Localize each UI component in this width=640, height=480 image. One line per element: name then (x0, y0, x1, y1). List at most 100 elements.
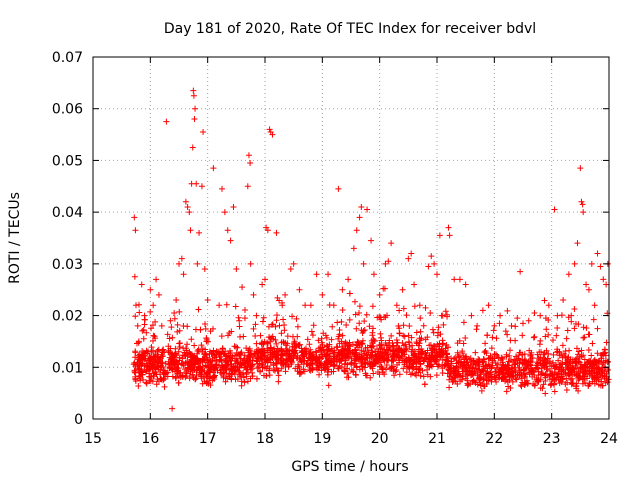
data-point (254, 358, 261, 365)
data-point (198, 342, 205, 349)
data-point (428, 253, 435, 260)
data-point (575, 321, 582, 328)
data-point (409, 370, 416, 377)
data-point (173, 374, 180, 381)
y-tick-label: 0.04 (52, 205, 83, 221)
data-point (308, 360, 315, 367)
data-point (519, 332, 526, 339)
data-point (517, 268, 524, 275)
data-point (383, 362, 390, 369)
data-point (237, 333, 244, 340)
data-point (598, 378, 605, 385)
data-point (236, 323, 243, 330)
data-point (279, 350, 286, 357)
data-point (456, 337, 463, 344)
data-point (278, 365, 285, 372)
data-point (217, 353, 224, 360)
data-point (151, 372, 158, 379)
data-point (297, 356, 304, 363)
data-point (269, 321, 276, 328)
data-point (408, 250, 415, 257)
data-point (535, 378, 542, 385)
data-point (136, 301, 143, 308)
data-point (394, 361, 401, 368)
data-point (581, 334, 588, 341)
data-point (241, 315, 248, 322)
data-point (421, 354, 428, 361)
data-point (287, 266, 294, 273)
data-point (155, 360, 162, 367)
data-point (376, 371, 383, 378)
data-point (135, 354, 142, 361)
data-point (565, 271, 572, 278)
data-point (244, 363, 251, 370)
data-point (598, 369, 605, 376)
data-point (553, 349, 560, 356)
data-point (487, 354, 494, 361)
data-point (232, 303, 239, 310)
data-point (477, 382, 484, 389)
data-point (166, 335, 173, 342)
data-point (318, 335, 325, 342)
data-point (191, 361, 198, 368)
data-point (338, 355, 345, 362)
data-point (413, 329, 420, 336)
data-point (443, 350, 450, 357)
data-point (359, 355, 366, 362)
x-tick-label: 15 (84, 431, 102, 447)
data-point (560, 350, 567, 357)
data-point (551, 388, 558, 395)
data-point (351, 298, 358, 305)
data-point (427, 373, 434, 380)
data-point (412, 370, 419, 377)
data-point (236, 352, 243, 359)
data-point (335, 333, 342, 340)
x-tick-label: 20 (371, 431, 389, 447)
data-point (335, 185, 342, 192)
data-point (583, 375, 590, 382)
data-point (255, 353, 262, 360)
data-point (364, 206, 371, 213)
data-point (417, 360, 424, 367)
data-point (417, 372, 424, 379)
data-point (252, 321, 259, 328)
data-point (283, 342, 290, 349)
data-point (147, 286, 154, 293)
data-point (413, 339, 420, 346)
data-point (150, 347, 157, 354)
data-point (192, 105, 199, 112)
data-point (308, 328, 315, 335)
data-point (335, 365, 342, 372)
data-point (435, 343, 442, 350)
data-point (338, 343, 345, 350)
data-point (244, 357, 251, 364)
data-point (250, 291, 257, 298)
data-point (523, 377, 530, 384)
data-point (408, 348, 415, 355)
data-point (368, 237, 375, 244)
data-point (301, 351, 308, 358)
data-point (211, 353, 218, 360)
data-point (346, 316, 353, 323)
data-point (493, 351, 500, 358)
data-point (147, 378, 154, 385)
data-point (380, 356, 387, 363)
data-point (409, 342, 416, 349)
data-point (540, 381, 547, 388)
data-point (147, 308, 154, 315)
data-point (136, 365, 143, 372)
data-point (411, 281, 418, 288)
data-point (353, 227, 360, 234)
data-point (222, 353, 229, 360)
data-point (470, 377, 477, 384)
data-point (356, 320, 363, 327)
data-point (456, 276, 463, 283)
data-point (391, 372, 398, 379)
data-point (575, 348, 582, 355)
data-point (376, 354, 383, 361)
data-points (130, 87, 612, 412)
data-point (198, 373, 205, 380)
data-point (361, 318, 368, 325)
data-point (483, 377, 490, 384)
data-point (399, 286, 406, 293)
